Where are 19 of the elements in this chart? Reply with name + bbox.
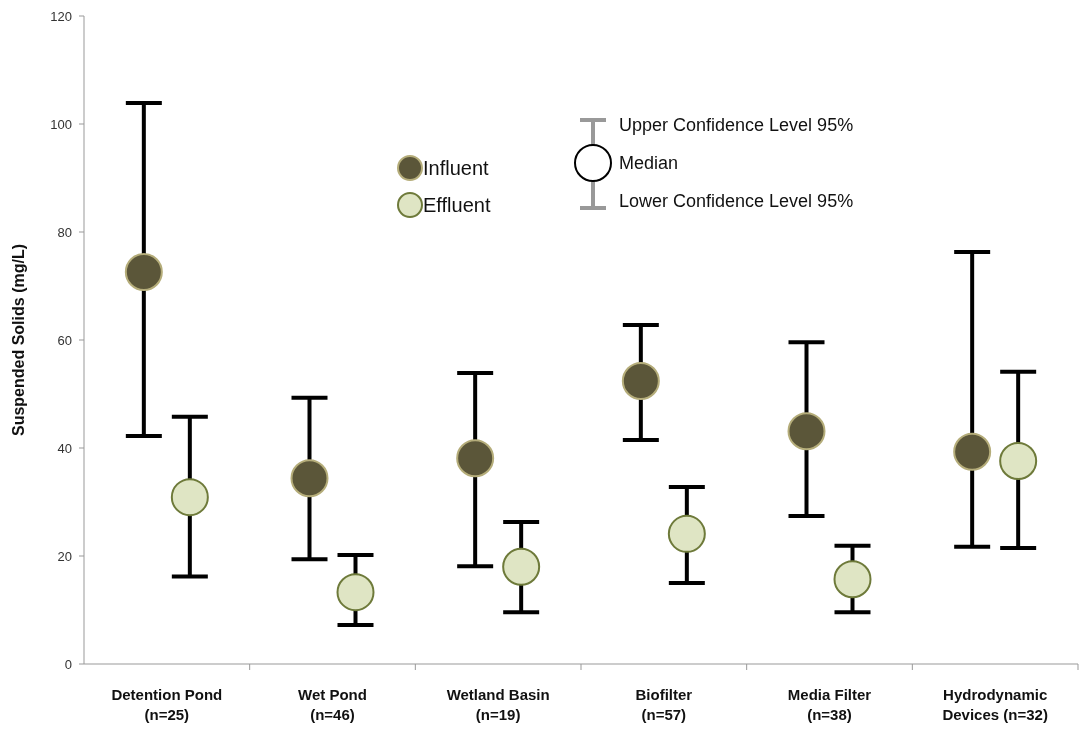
annotation: Lower Confidence Level 95%: [619, 191, 854, 212]
y-tick-label: 60: [57, 332, 72, 348]
y-tick-label: 80: [57, 224, 72, 240]
y-tick-label: 120: [50, 8, 72, 24]
x-tick-label: Biofilter (n=57): [635, 686, 693, 723]
x-tick-label: Hydrodynamic Devices (n=32): [942, 686, 1048, 723]
x-tick-label: Wet Pond (n=46): [298, 686, 367, 723]
x-tick-label: Detention Pond (n=25): [111, 686, 223, 723]
annotation: Upper Confidence Level 95%: [619, 115, 854, 136]
y-tick-label: 20: [57, 548, 72, 564]
y-tick-label: 0: [64, 656, 72, 672]
legend-label: Effluent: [423, 194, 491, 216]
y-tick-label: 100: [50, 116, 72, 132]
legend-label: Influent: [423, 157, 490, 179]
annotation: Median: [619, 153, 679, 174]
x-tick-label: Media Filter (n=38): [787, 686, 872, 723]
x-tick-label: Wetland Basin (n=19): [446, 686, 550, 723]
y-tick-label: 40: [57, 440, 72, 456]
y-axis-title: Suspended Solids (mg/L): [10, 243, 27, 437]
